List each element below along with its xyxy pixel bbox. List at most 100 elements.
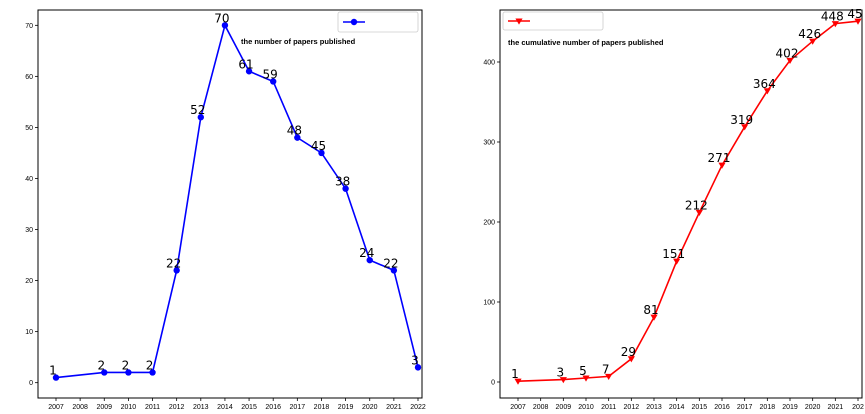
- x-tick-label: 2014: [217, 404, 233, 411]
- plot-frame: [37, 9, 423, 399]
- x-tick-label: 2013: [193, 404, 209, 411]
- data-point: [673, 258, 681, 265]
- y-tick-label: 10: [25, 329, 33, 336]
- data-point: [414, 364, 422, 371]
- data-label: 212: [685, 198, 708, 212]
- data-point: [605, 373, 613, 380]
- data-label: 2: [97, 358, 105, 372]
- data-label: 1: [49, 364, 57, 378]
- y-tick-label: 300: [483, 140, 495, 147]
- x-tick-label: 2016: [265, 404, 281, 411]
- data-label: 3: [557, 366, 565, 380]
- legend-marker: [350, 18, 358, 26]
- data-point: [149, 369, 156, 376]
- data-label: 48: [287, 124, 302, 138]
- x-tick-label: 2018: [760, 404, 776, 411]
- data-point: [52, 374, 60, 381]
- data-point: [559, 377, 567, 384]
- data-point: [197, 114, 204, 121]
- x-tick-label: 2019: [338, 404, 354, 411]
- x-tick-label: 2016: [714, 404, 730, 411]
- x-tick-label: 2007: [48, 404, 64, 411]
- data-point: [318, 149, 325, 157]
- x-tick-label: 2009: [556, 404, 572, 411]
- data-point: [221, 22, 229, 29]
- legend-label: the cumulative number of papers publishe…: [508, 38, 664, 47]
- x-tick-label: 2011: [601, 404, 616, 411]
- x-tick-label: 2020: [362, 404, 378, 411]
- x-tick-label: 2018: [314, 404, 330, 411]
- data-label: 2: [146, 358, 154, 372]
- data-point: [294, 134, 301, 141]
- data-point: [125, 369, 132, 376]
- legend-marker: [515, 18, 523, 25]
- x-tick-label: 202: [852, 404, 864, 411]
- x-tick-label: 2008: [72, 404, 88, 411]
- data-label: 38: [335, 175, 350, 189]
- data-label: 45: [311, 139, 326, 153]
- x-tick-label: 2014: [669, 404, 685, 411]
- data-point: [763, 88, 771, 95]
- x-tick-label: 2010: [578, 404, 594, 411]
- x-tick-label: 2011: [145, 404, 160, 411]
- data-point: [390, 267, 398, 274]
- data-label: 151: [662, 247, 685, 261]
- x-tick-label: 2017: [290, 404, 306, 411]
- x-tick-label: 2020: [805, 404, 821, 411]
- data-label: 1: [511, 367, 519, 381]
- data-label: 45: [847, 7, 862, 21]
- x-tick-label: 2012: [169, 404, 185, 411]
- data-label: 24: [359, 246, 374, 260]
- data-label: 271: [708, 151, 731, 165]
- data-label: 7: [602, 362, 610, 376]
- y-tick-label: 50: [25, 125, 33, 132]
- data-label: 364: [753, 77, 776, 91]
- legend-box: [337, 11, 419, 33]
- data-label: 81: [643, 303, 658, 317]
- y-tick-label: 0: [491, 380, 495, 387]
- data-point: [831, 21, 839, 28]
- data-point: [718, 162, 726, 169]
- data-point: [366, 256, 373, 264]
- y-tick-label: 40: [25, 176, 33, 183]
- y-tick-label: 0: [29, 380, 33, 387]
- legend-box: [502, 11, 604, 31]
- data-point: [854, 18, 862, 25]
- plot-frame: [499, 9, 863, 399]
- chart-papers-published: 0 10 20 30 40 50 60 70 2007 2008 2009 2010 2011 2012 2…: [25, 9, 426, 411]
- x-tick-label: 2022: [410, 404, 426, 411]
- data-label: 52: [190, 103, 205, 117]
- x-tick-label: 2021: [386, 404, 402, 411]
- data-label: 22: [166, 256, 181, 270]
- data-label: 448: [821, 10, 844, 24]
- x-tick-label: 2021: [828, 404, 844, 411]
- data-label: 402: [776, 46, 799, 60]
- data-point: [695, 209, 703, 216]
- data-point: [650, 314, 658, 321]
- y-tick-label: 70: [25, 23, 33, 30]
- y-tick-label: 30: [25, 227, 33, 234]
- data-point: [582, 375, 590, 382]
- data-point: [627, 356, 635, 363]
- x-tick-label: 2015: [692, 404, 708, 411]
- x-tick-label: 2012: [624, 404, 640, 411]
- data-label: 5: [579, 364, 587, 378]
- x-tick-label: 2010: [121, 404, 137, 411]
- x-tick-label: 2019: [782, 404, 798, 411]
- y-tick-label: 200: [483, 220, 495, 227]
- data-point: [342, 185, 349, 192]
- data-point: [809, 38, 817, 45]
- y-tick-label: 400: [483, 60, 495, 67]
- x-tick-label: 2009: [96, 404, 112, 411]
- data-label: 426: [798, 27, 821, 41]
- data-point: [270, 78, 277, 85]
- chart-cumulative-papers: 0 100 200 300 400 2007 2008 2009 2010 2011 2012 201…: [483, 7, 864, 411]
- x-tick-label: 2007: [510, 404, 526, 411]
- x-tick-label: 2013: [646, 404, 662, 411]
- y-tick-label: 60: [25, 74, 33, 81]
- data-label: 61: [238, 57, 253, 71]
- data-label: 29: [621, 345, 636, 359]
- legend-label: the number of papers published: [241, 37, 356, 46]
- x-tick-label: 2015: [241, 404, 257, 411]
